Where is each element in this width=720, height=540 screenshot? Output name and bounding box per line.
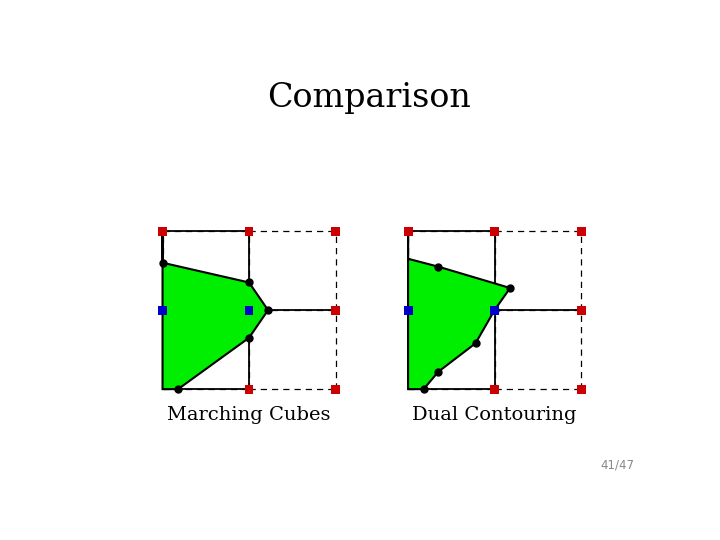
Bar [404,306,413,314]
Bar [404,227,413,235]
Polygon shape [163,231,268,389]
Bar [245,227,253,235]
Bar [490,384,499,394]
Bar [158,306,167,314]
Text: 41/47: 41/47 [600,458,634,471]
Bar [331,227,340,235]
Bar [158,227,167,235]
Bar [577,384,585,394]
Bar [331,306,340,314]
Bar [490,306,499,314]
Bar [577,227,585,235]
Bar [331,384,340,394]
Text: Marching Cubes: Marching Cubes [167,406,330,424]
Text: Dual Contouring: Dual Contouring [413,406,577,424]
Bar [245,384,253,394]
Bar [245,306,253,314]
Bar [577,306,585,314]
Text: Comparison: Comparison [267,82,471,114]
Bar [490,227,499,235]
Polygon shape [408,231,510,389]
